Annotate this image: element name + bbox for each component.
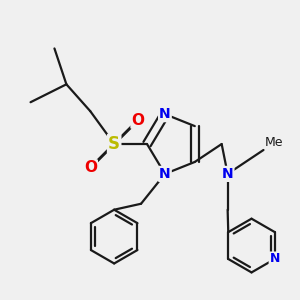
Text: N: N [159,167,171,181]
Text: N: N [270,253,280,266]
Text: O: O [132,112,145,128]
Text: S: S [108,135,120,153]
Text: N: N [159,107,171,121]
Text: O: O [84,160,97,175]
Text: N: N [222,167,233,181]
Text: Me: Me [265,136,283,148]
